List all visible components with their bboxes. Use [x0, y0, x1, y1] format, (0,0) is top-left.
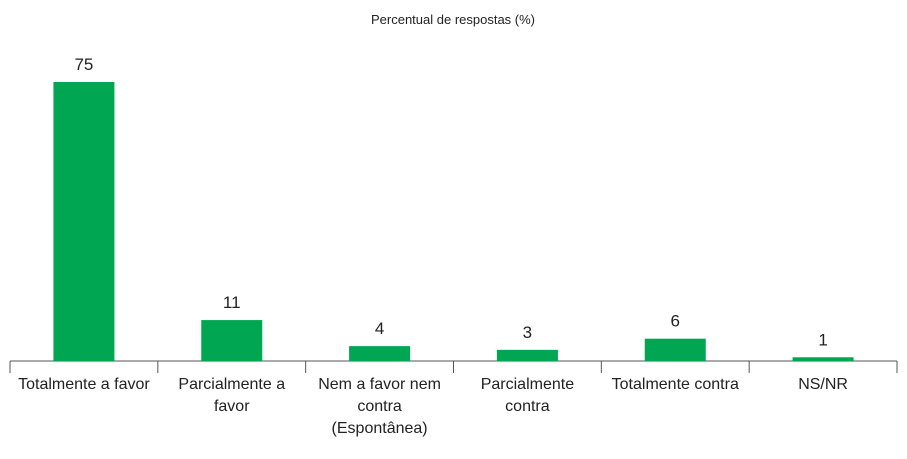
x-tick-label: Parcialmente contra [480, 376, 575, 415]
x-tick-label: Totalmente contra [611, 376, 739, 393]
bar [496, 349, 558, 361]
bar [644, 338, 706, 361]
x-tick-label: Totalmente a favor [18, 376, 150, 393]
x-tick-label: Parcialmente a favor [178, 376, 286, 415]
x-tick-label: NS/NR [798, 376, 848, 393]
value-label: 11 [223, 293, 241, 312]
value-label: 1 [818, 330, 827, 349]
bar [201, 320, 263, 361]
value-label: 6 [671, 312, 680, 331]
bar [792, 357, 854, 361]
value-label: 3 [523, 323, 532, 342]
bar [349, 346, 411, 361]
bar [53, 82, 115, 361]
value-label: 4 [375, 319, 384, 338]
value-label: 75 [74, 55, 93, 74]
chart-title: Percentual de respostas (%) [371, 12, 535, 27]
x-tick-label: Nem a favor nem contra (Espontânea) [318, 376, 441, 437]
